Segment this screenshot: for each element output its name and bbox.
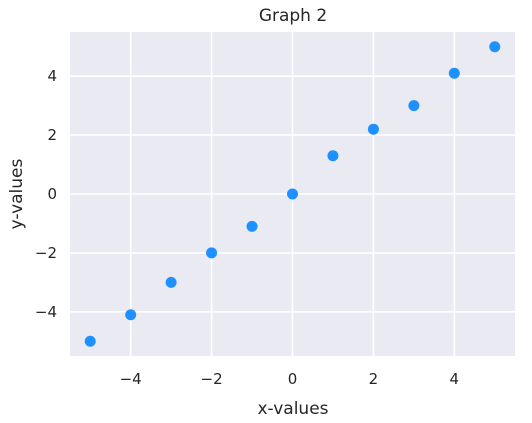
y-tick-label: 0 (47, 185, 57, 203)
y-axis-title: y-values (7, 158, 27, 229)
x-tick-label: 4 (450, 370, 460, 388)
data-point (84, 335, 96, 347)
y-tick-label: −4 (35, 303, 57, 321)
x-tick-label: −2 (201, 370, 223, 388)
y-tick-labels: −4 −2 0 2 4 (35, 67, 57, 321)
y-tick-label: 2 (47, 126, 57, 144)
data-point (246, 220, 258, 232)
data-point (206, 247, 218, 259)
x-tick-label: 2 (369, 370, 379, 388)
chart-title: Graph 2 (259, 6, 327, 26)
data-point (287, 188, 298, 200)
x-tick-label: 0 (288, 370, 298, 388)
data-point (327, 150, 339, 162)
data-point (489, 41, 501, 53)
data-point (125, 309, 137, 321)
data-point (367, 123, 379, 135)
x-tick-label: −4 (120, 370, 142, 388)
y-tick-label: 4 (47, 67, 57, 85)
x-axis-title: x-values (257, 399, 328, 419)
x-tick-labels: −4 −2 0 2 4 (120, 370, 459, 388)
data-point (448, 67, 460, 79)
data-points (84, 41, 501, 347)
data-point (165, 276, 177, 288)
data-point (408, 100, 420, 112)
y-tick-label: −2 (35, 244, 57, 262)
